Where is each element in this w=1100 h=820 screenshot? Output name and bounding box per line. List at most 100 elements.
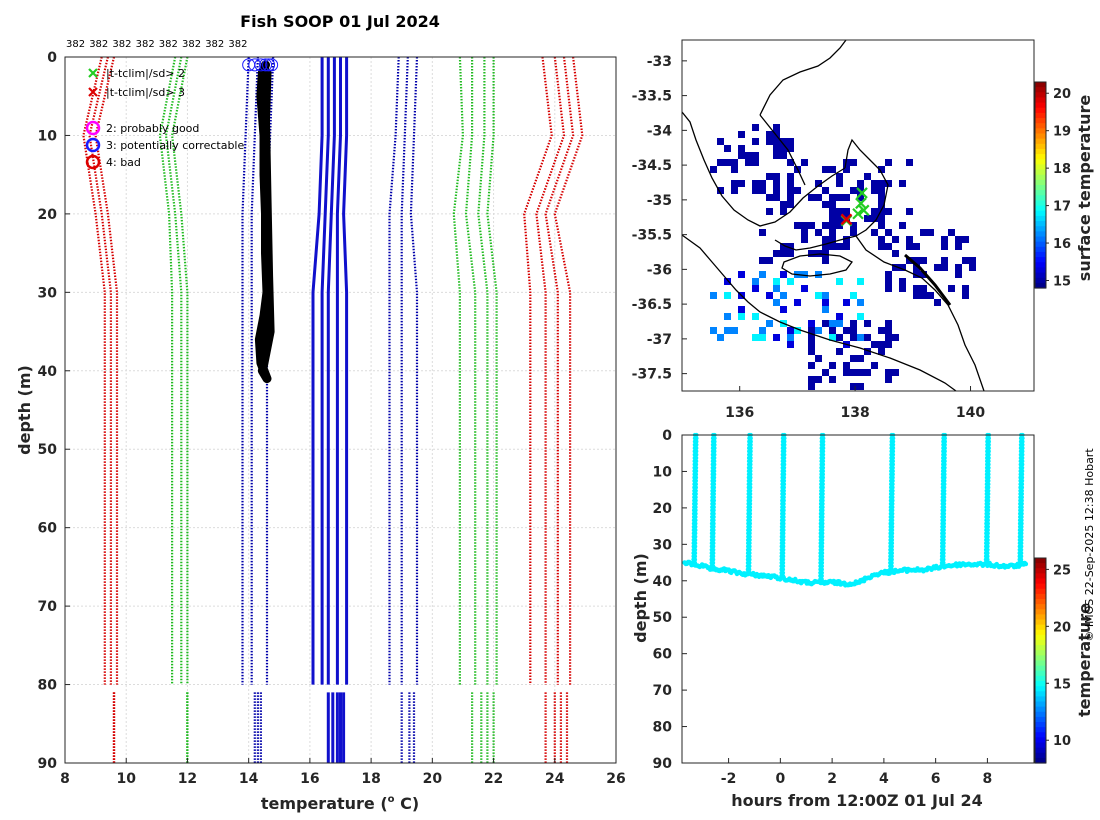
cast-point [748, 465, 753, 470]
cast-point [985, 560, 990, 566]
cast-point [890, 469, 895, 474]
cast-point [781, 495, 786, 500]
cast-point [890, 452, 896, 457]
sst-cell [710, 292, 717, 299]
cast-point [986, 465, 991, 470]
cast-point [891, 439, 896, 444]
top-count-label: 382 [89, 39, 108, 50]
cast-point [1019, 521, 1024, 526]
cast-point [711, 511, 716, 516]
cast-point [747, 557, 752, 562]
sst-cell [780, 201, 787, 208]
cast-point [711, 567, 716, 572]
cast-point [986, 505, 991, 510]
cast-point [985, 518, 991, 523]
cast-point [820, 501, 825, 506]
cast-point [986, 442, 991, 447]
sst-cell [822, 250, 829, 257]
sst-cell [885, 229, 892, 236]
cast-point [693, 524, 698, 529]
colorbar-tick-label: 25 [1053, 563, 1071, 578]
sst-cell [948, 229, 955, 236]
sst-cell [710, 166, 717, 173]
legend-circle-marker [85, 120, 101, 136]
cast-point [747, 537, 752, 543]
colorbar-tick-label: 15 [1053, 677, 1071, 692]
cast-point [890, 465, 895, 470]
colorbar-segment [1035, 578, 1046, 585]
climatology-line [94, 56, 119, 685]
top-count-label: 382 [136, 39, 155, 50]
legend-label: |t-tclim|/sd> 2 [106, 67, 185, 80]
sst-cell [731, 166, 738, 173]
map-y-tick-label: -33.5 [632, 89, 672, 105]
sst-cell [766, 257, 773, 264]
legend-x-marker [88, 68, 98, 78]
cast-point [890, 531, 895, 536]
sst-cell [752, 152, 759, 159]
observed-profile-line [254, 60, 275, 384]
sst-cell [836, 173, 843, 180]
cast-point [781, 498, 786, 503]
colorbar-segment [1035, 711, 1046, 718]
sst-cell [815, 180, 822, 187]
cast-point [693, 495, 698, 500]
sst-cell [787, 173, 794, 180]
cast-point [890, 472, 895, 477]
cast-point [747, 508, 753, 513]
colorbar-segment [1035, 102, 1046, 109]
cast-point [747, 524, 752, 529]
sst-cell [864, 348, 871, 355]
cast-point [782, 469, 787, 474]
cast-point [694, 459, 699, 464]
cast-point [693, 508, 698, 513]
sst-cell [822, 306, 829, 313]
sst-cell [724, 327, 731, 334]
cast-point [942, 472, 947, 477]
colorbar-segment [1035, 164, 1046, 171]
sst-cell [773, 187, 780, 194]
cast-point [820, 537, 825, 543]
sst-cell [766, 173, 773, 180]
cast-point [1019, 508, 1024, 513]
sst-cell [899, 285, 906, 292]
cast-point [890, 475, 895, 480]
cast-point [693, 472, 699, 477]
sst-cell [780, 152, 787, 159]
timeseries-y-tick-label: 60 [653, 647, 673, 663]
cast-point [711, 531, 716, 536]
cast-point [693, 537, 698, 543]
cast-point [693, 528, 698, 533]
cast-point [711, 514, 716, 520]
sst-cell [829, 229, 836, 236]
cast-point [890, 501, 895, 506]
colorbar-segment [1035, 82, 1046, 88]
sst-cell [871, 187, 878, 194]
cast-point [820, 485, 825, 490]
timeseries-points [682, 432, 1029, 588]
sst-cell [857, 278, 864, 285]
climatology-line [326, 57, 336, 685]
timeseries-y-tick-label: 50 [653, 610, 673, 626]
sst-cell [773, 285, 780, 292]
cast-point [781, 488, 787, 493]
cast-point [820, 511, 825, 516]
colorbar-segment [1035, 133, 1046, 140]
colorbar-segment [1035, 262, 1046, 268]
cast-point [748, 442, 753, 447]
cast-point [889, 547, 895, 552]
colorbar-tick-label: 16 [1053, 237, 1071, 252]
track-marker [855, 197, 867, 210]
climatology-line [523, 56, 553, 685]
cast-point [711, 501, 716, 506]
colorbar-segment [1035, 640, 1046, 646]
cast-point [747, 551, 752, 556]
sst-cell [829, 327, 836, 334]
colorbar-segment [1035, 128, 1046, 135]
cast-point [781, 537, 786, 543]
sst-cell [885, 334, 892, 341]
cast-point [712, 465, 717, 470]
timeseries-x-tick-label: -2 [721, 771, 737, 787]
sst-cell [780, 243, 787, 250]
cast-point [711, 560, 716, 566]
